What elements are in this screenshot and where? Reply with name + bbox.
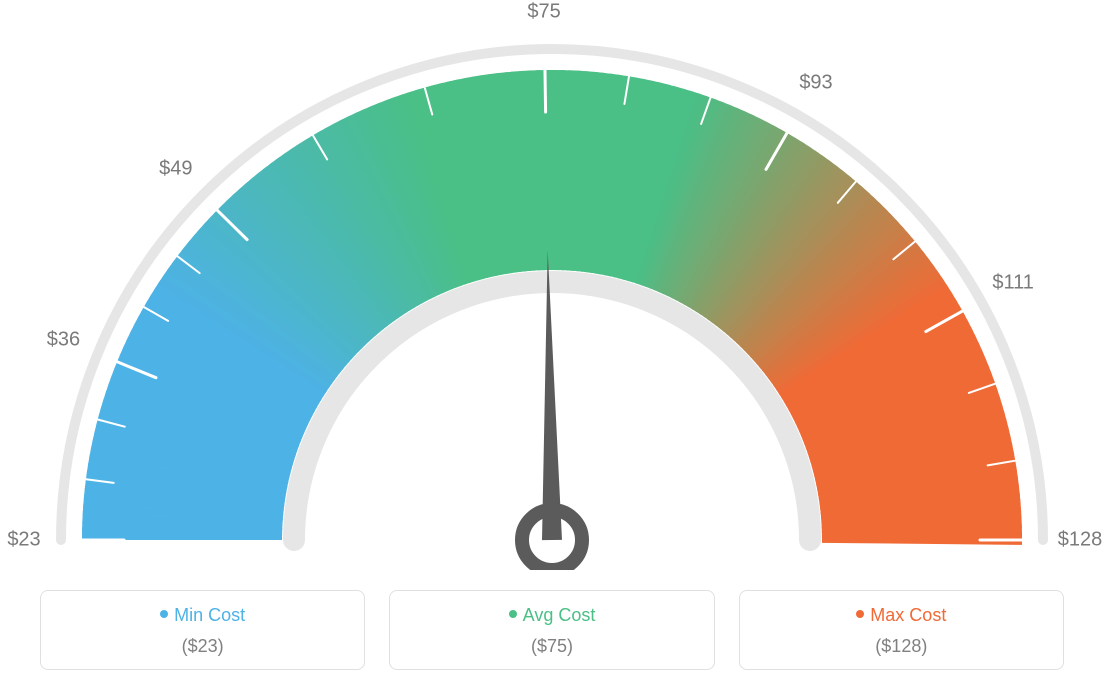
- legend-card-avg: Avg Cost ($75): [389, 590, 714, 670]
- legend-card-max: Max Cost ($128): [739, 590, 1064, 670]
- gauge-tick-label: $128: [1058, 529, 1103, 552]
- legend-card-min: Min Cost ($23): [40, 590, 365, 670]
- legend-title-avg: Avg Cost: [400, 605, 703, 626]
- gauge-svg: [0, 0, 1104, 570]
- gauge-area: $23 $36 $49 $75 $93 $111 $128: [0, 0, 1104, 570]
- legend-title-min: Min Cost: [51, 605, 354, 626]
- gauge-tick-label: $23: [7, 529, 40, 552]
- gauge-chart-container: $23 $36 $49 $75 $93 $111 $128 Min Cost ($23) A…: [0, 0, 1104, 690]
- legend-row: Min Cost ($23) Avg Cost ($75) Max Cost (…: [40, 590, 1064, 670]
- gauge-tick-label: $93: [799, 71, 832, 94]
- dot-icon: [160, 610, 168, 618]
- legend-label-min: Min Cost: [174, 605, 245, 625]
- dot-icon: [856, 610, 864, 618]
- legend-label-max: Max Cost: [870, 605, 946, 625]
- legend-value-min: ($23): [51, 636, 354, 657]
- legend-value-avg: ($75): [400, 636, 703, 657]
- gauge-tick-label: $111: [992, 271, 1034, 294]
- legend-value-max: ($128): [750, 636, 1053, 657]
- dot-icon: [509, 610, 517, 618]
- gauge-tick-label: $49: [159, 158, 192, 181]
- gauge-tick-label: $75: [527, 1, 560, 24]
- gauge-tick-label: $36: [47, 328, 80, 351]
- legend-title-max: Max Cost: [750, 605, 1053, 626]
- legend-label-avg: Avg Cost: [523, 605, 596, 625]
